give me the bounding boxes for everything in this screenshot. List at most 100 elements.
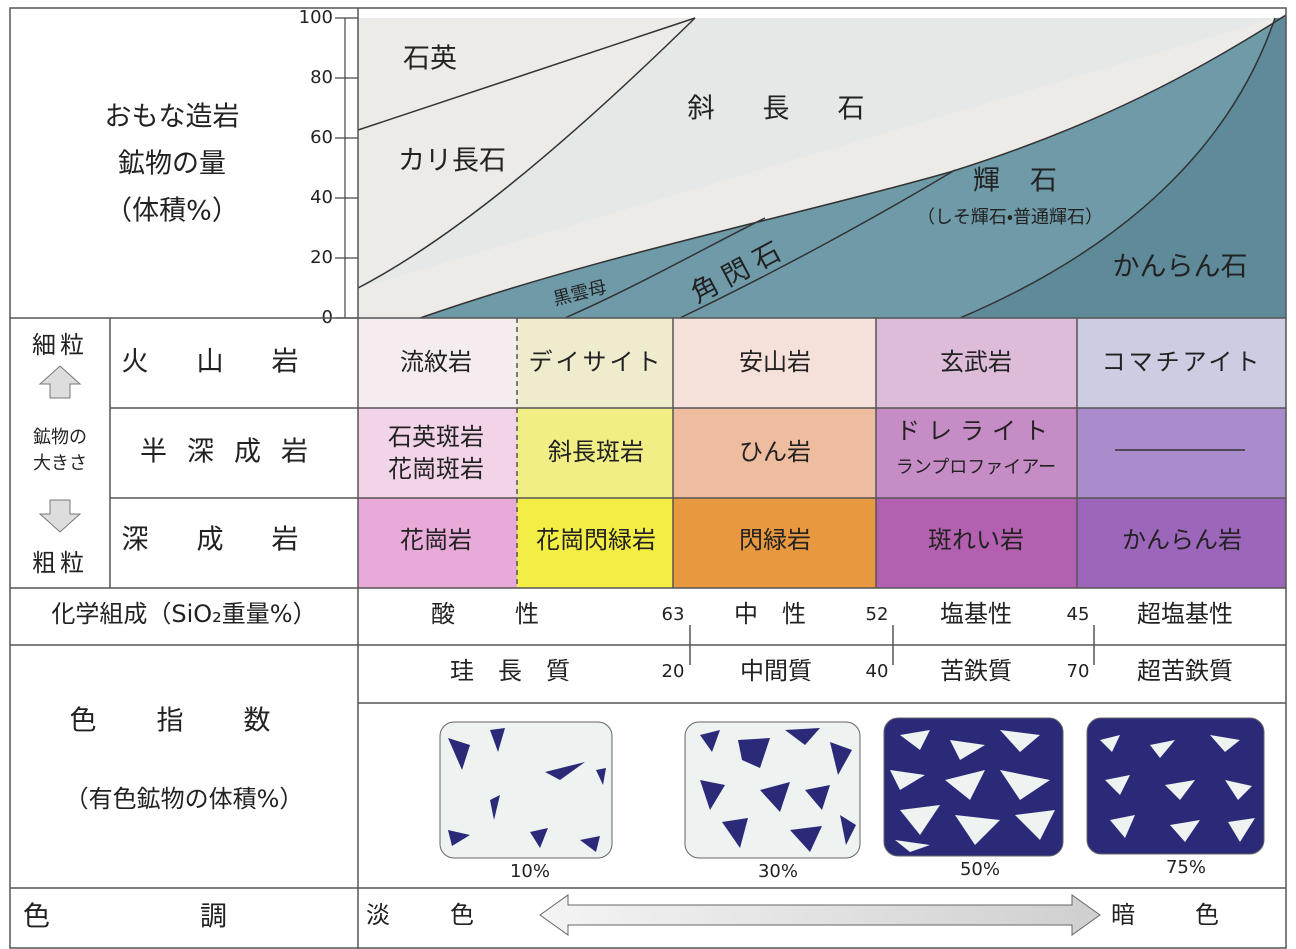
boundary [419,14,1287,319]
up-arrow [38,365,82,399]
cell [1077,498,1286,588]
title-line: 鉱物の量 [118,149,226,180]
row-label: 火山岩 [122,347,347,378]
boundary-value: 63 [662,604,685,625]
class-label: 苦鉄質 [940,657,1012,685]
tone-label: 暗色 [1111,901,1279,929]
mineral-note: （しそ輝石・普通輝石） [917,207,1103,228]
y-tick-label: 80 [310,67,333,88]
cell [673,408,876,498]
rock-name: 斜長斑岩 [548,438,644,466]
rock-name: デイサイト [529,348,664,376]
rock-name: ランプロファイアー [896,457,1056,478]
tone-label: 淡色 [366,901,534,929]
boundary-value: 40 [866,661,889,682]
boundary [357,17,696,131]
rock-name: ひん岩 [739,438,811,466]
rock-name: 花崗斑岩 [388,455,484,483]
row-sublabel: （有色鉱物の体積%） [65,785,304,813]
rock-name: 玄武岩 [940,348,1012,376]
sample-label: 30% [758,861,798,882]
rock-names: 流紋岩 デイサイト 安山岩 玄武岩 コマチアイト 石英斑岩 花崗斑岩 斜長斑岩 … [388,348,1263,554]
class-label: 超苦鉄質 [1137,657,1233,685]
rock-name: かんらん岩 [1122,526,1242,554]
boundary [564,217,766,319]
mineral-label: 斜長石 [688,94,913,125]
sample-label: 10% [510,861,550,882]
y-tick-label: 20 [310,247,333,268]
sample-label: 75% [1166,857,1206,878]
cell [673,318,876,408]
mineral-label: 輝石 [973,166,1087,197]
cell [358,498,517,588]
class-label: 中間質 [740,657,812,685]
mineral-label: 石英 [403,44,457,75]
class-label: 酸性 [431,600,599,628]
cell [673,498,876,588]
boundary [959,17,1276,319]
grain-label: 大きさ [33,453,87,474]
cell [517,408,673,498]
composition: 酸性 中性 塩基性 超塩基性 63 52 45 珪長質 中間質 苦鉄質 超苦鉄質… [431,600,1233,685]
row-label: 色調 [23,902,377,933]
rock-name: 閃緑岩 [739,526,811,554]
grain-label: 粗粒 [32,549,88,577]
boundary [679,169,956,319]
y-tick-label: 60 [310,127,333,148]
cell [1077,318,1286,408]
class-label: 珪長質 [450,657,594,685]
table-grid [9,7,1287,949]
rock-name: 流紋岩 [400,348,472,376]
rock-name: 斑れい岩 [928,526,1024,554]
rock-name: 安山岩 [739,348,811,376]
grain-label: 細粒 [32,331,88,359]
boundary-value: 20 [662,661,685,682]
down-arrow [38,499,82,533]
cell [876,408,1077,498]
row-label: 色指数 [70,706,331,737]
cell [1077,408,1286,498]
row-label: 化学組成（SiO₂重量%） [51,600,316,628]
boundary-value: 70 [1067,661,1090,682]
color-tone: 淡色 暗色 [366,894,1279,936]
boundary [357,17,696,289]
grains [1100,735,1255,842]
grains [700,728,856,852]
rock-name: コマチアイト [1102,348,1263,376]
cell [876,318,1077,408]
mineral-label: カリ長石 [398,146,506,177]
mineral-label: かんらん石 [1113,252,1248,283]
grain-label: 鉱物の [33,427,87,448]
row-label: 深成岩 [122,525,347,556]
grains [448,728,606,852]
title-line: おもな造岩 [105,102,240,133]
tone-arrow [539,894,1101,936]
class-label: 中性 [734,600,830,628]
sample-label: 50% [960,859,1000,880]
sample-box [439,721,613,859]
y-tick-label: 100 [299,7,333,28]
row-label: 半深成岩 [140,437,328,468]
rock-cells [358,318,1286,588]
grains [890,730,1055,852]
outer-border [9,7,1287,949]
cell [517,318,673,408]
olivine-region [960,18,1286,318]
boundary-value: 45 [1067,604,1090,625]
mineral-chart: 石英 カリ長石 斜長石 輝石 （しそ輝石・普通輝石） 角閃石 黒雲母 かんらん石… [299,7,1287,328]
cell [876,498,1077,588]
rock-name: ドレライト [896,417,1056,445]
rock-name: 花崗岩 [400,526,472,554]
cell [358,408,517,498]
rock-name: 石英斑岩 [388,423,484,451]
boundary-value: 52 [866,604,889,625]
samples: 10% 30% 50% 75% [439,717,1265,882]
mafic-region [420,15,1286,318]
rock-name: 花崗閃緑岩 [536,526,656,554]
y-tick-label: 40 [310,187,333,208]
class-label: 塩基性 [940,600,1012,628]
